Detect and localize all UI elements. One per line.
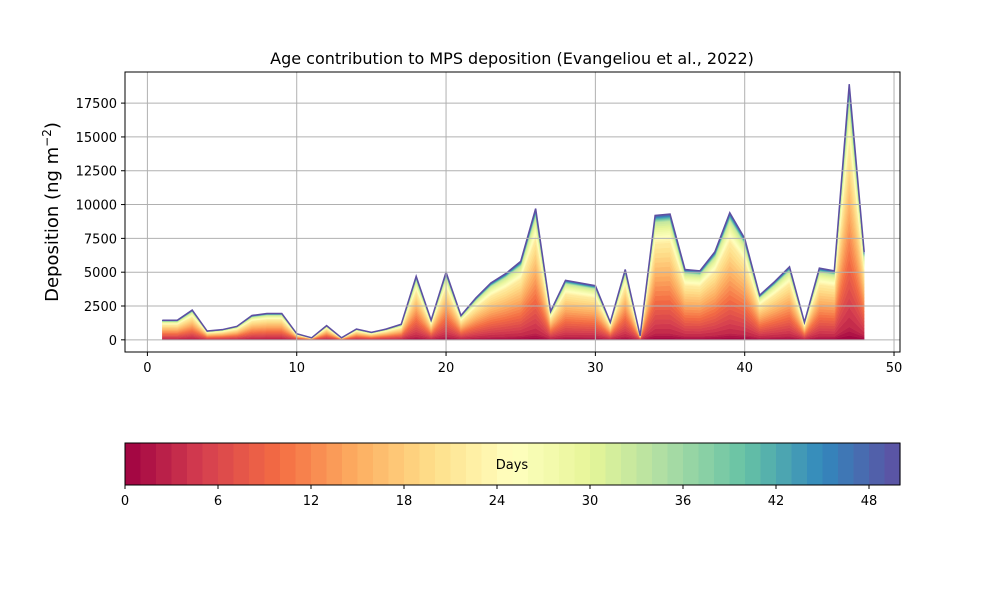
colorbar-segment [450, 443, 467, 485]
x-tick-label: 30 [587, 361, 604, 376]
colorbar-tick-label: 6 [214, 494, 222, 509]
colorbar-label: Days [496, 458, 529, 473]
colorbar-segment [853, 443, 870, 485]
colorbar-segment [652, 443, 669, 485]
colorbar-segment [698, 443, 715, 485]
x-tick-label: 0 [143, 361, 151, 376]
y-tick-label: 7500 [84, 232, 117, 247]
colorbar-segment [574, 443, 591, 485]
colorbar-frame [124, 442, 901, 486]
colorbar-segment [729, 443, 746, 485]
colorbar-segment [559, 443, 576, 485]
colorbar-segment [311, 443, 328, 485]
colorbar-segment [497, 443, 514, 485]
colorbar-segment [869, 443, 886, 485]
stacked-area-layers [162, 84, 865, 341]
colorbar-segment [807, 443, 824, 485]
colorbar-segment [419, 443, 436, 485]
x-axis: 0 10 20 30 40 50 [143, 352, 902, 376]
y-tick-label: 10000 [76, 199, 117, 214]
x-tick-label: 40 [736, 361, 753, 376]
y-axis: 0 2500 5000 7500 10000 12500 15000 17500 [76, 97, 125, 349]
y-tick-label: 17500 [76, 97, 117, 112]
colorbar-segment [884, 443, 901, 485]
colorbar: Days 0 6 12 18 24 30 36 42 48 [121, 442, 901, 509]
y-tick-label: 0 [109, 334, 117, 349]
colorbar-segment [140, 443, 157, 485]
colorbar-segment [543, 443, 560, 485]
colorbar-segment [636, 443, 653, 485]
colorbar-segment [481, 443, 498, 485]
colorbar-tick-label: 30 [582, 494, 599, 509]
colorbar-segment [590, 443, 607, 485]
y-axis-title-close: ) [42, 122, 63, 129]
colorbar-segment [776, 443, 793, 485]
x-tick-label: 20 [438, 361, 455, 376]
colorbar-segment [125, 443, 142, 485]
colorbar-segment [171, 443, 188, 485]
plot-area: 0 10 20 30 40 50 0 2500 5000 7500 10000 12500 15000… [76, 71, 902, 376]
y-tick-label: 12500 [76, 165, 117, 180]
colorbar-tick-label: 18 [396, 494, 413, 509]
colorbar-segment [714, 443, 731, 485]
colorbar-segment [667, 443, 684, 485]
colorbar-segment [249, 443, 266, 485]
colorbar-segment [233, 443, 250, 485]
colorbar-segment [466, 443, 483, 485]
colorbar-tick-label: 36 [675, 494, 692, 509]
y-tick-label: 15000 [76, 131, 117, 146]
y-tick-label: 5000 [84, 266, 117, 281]
area-top-outline [162, 84, 865, 339]
chart-title: Age contribution to MPS deposition (Evan… [270, 49, 754, 68]
colorbar-segment [202, 443, 219, 485]
colorbar-segment [404, 443, 421, 485]
colorbar-segment [218, 443, 235, 485]
x-tick-label: 50 [886, 361, 903, 376]
colorbar-tick-label: 0 [121, 494, 129, 509]
colorbar-segment [373, 443, 390, 485]
colorbar-segment [388, 443, 405, 485]
colorbar-segments [125, 443, 901, 485]
colorbar-tick-label: 12 [303, 494, 320, 509]
colorbar-segment [822, 443, 839, 485]
colorbar-segment [264, 443, 281, 485]
colorbar-segment [156, 443, 173, 485]
colorbar-segment [621, 443, 638, 485]
colorbar-segment [760, 443, 777, 485]
colorbar-segment [435, 443, 452, 485]
colorbar-tick-label: 48 [861, 494, 878, 509]
x-tick-label: 10 [288, 361, 305, 376]
grid-lines [125, 72, 900, 352]
colorbar-segment [791, 443, 808, 485]
colorbar-segment [745, 443, 762, 485]
colorbar-tick-label: 42 [768, 494, 785, 509]
colorbar-tick-label: 24 [489, 494, 506, 509]
y-tick-label: 2500 [84, 300, 117, 315]
colorbar-segment [280, 443, 297, 485]
colorbar-segment [605, 443, 622, 485]
colorbar-segment [528, 443, 545, 485]
colorbar-ticks: 0 6 12 18 24 30 36 42 48 [121, 485, 877, 509]
y-axis-title-superscript: −2 [40, 129, 54, 147]
colorbar-segment [838, 443, 855, 485]
colorbar-segment [683, 443, 700, 485]
colorbar-segment [295, 443, 312, 485]
colorbar-segment [187, 443, 204, 485]
colorbar-segment [512, 443, 529, 485]
y-axis-title: Deposition (ng m−2) [40, 122, 63, 302]
colorbar-segment [326, 443, 343, 485]
y-axis-title-main: Deposition (ng m [42, 147, 63, 302]
colorbar-segment [342, 443, 359, 485]
colorbar-segment [357, 443, 374, 485]
plot-frame [124, 71, 901, 353]
